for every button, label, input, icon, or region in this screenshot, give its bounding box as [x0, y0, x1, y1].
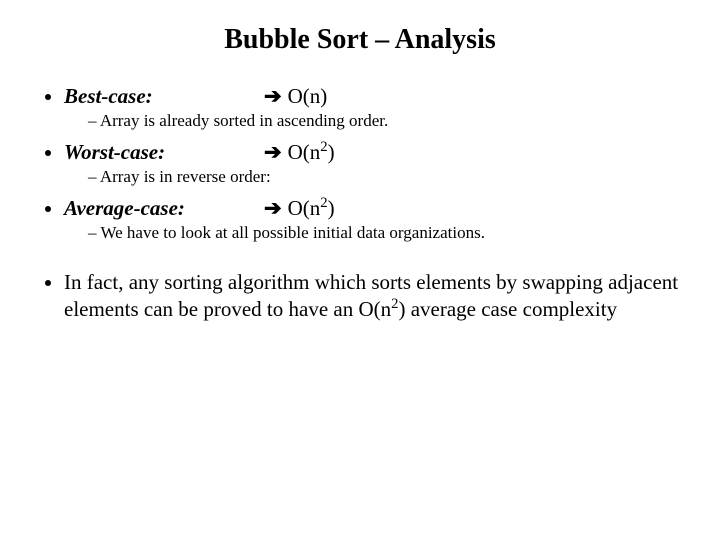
avg-case-sublist: We have to look at all possible initial …: [64, 223, 684, 243]
conclusion-text: In fact, any sorting algorithm which sor…: [64, 270, 678, 321]
best-case-sublist: Array is already sorted in ascending ord…: [64, 111, 684, 131]
avg-case-item: Average-case: ➔ O(n2) We have to look at…: [64, 195, 684, 251]
case-list: Best-case: ➔ O(n) Array is already sorte…: [42, 84, 684, 325]
worst-case-complexity-tail: ): [328, 140, 335, 164]
arrow-icon: ➔: [264, 140, 282, 165]
best-case-note: Array is already sorted in ascending ord…: [88, 111, 684, 131]
best-case-complexity: O(n): [288, 84, 328, 109]
worst-case-note: Array is in reverse order:: [88, 167, 684, 187]
worst-case-row: Worst-case: ➔ O(n2): [64, 139, 684, 165]
worst-case-sublist: Array is in reverse order:: [64, 167, 684, 187]
best-case-label: Best-case:: [64, 84, 264, 109]
best-case-row: Best-case: ➔ O(n): [64, 84, 684, 109]
avg-case-note: We have to look at all possible initial …: [88, 223, 684, 243]
avg-case-complexity: O(n2): [288, 195, 335, 221]
avg-case-row: Average-case: ➔ O(n2): [64, 195, 684, 221]
avg-case-complexity-base: O(n: [288, 196, 321, 220]
worst-case-complexity: O(n2): [288, 139, 335, 165]
avg-case-complexity-sup: 2: [320, 195, 327, 211]
slide: Bubble Sort – Analysis Best-case: ➔ O(n)…: [0, 0, 720, 540]
worst-case-complexity-sup: 2: [320, 139, 327, 155]
best-case-item: Best-case: ➔ O(n) Array is already sorte…: [64, 84, 684, 139]
avg-case-label: Average-case:: [64, 196, 264, 221]
conclusion-post: ) average case complexity: [398, 297, 617, 321]
arrow-icon: ➔: [264, 84, 282, 109]
worst-case-label: Worst-case:: [64, 140, 264, 165]
conclusion-item: In fact, any sorting algorithm which sor…: [64, 269, 684, 325]
slide-title: Bubble Sort – Analysis: [36, 24, 684, 56]
worst-case-complexity-base: O(n: [288, 140, 321, 164]
arrow-icon: ➔: [264, 196, 282, 221]
avg-case-complexity-tail: ): [328, 196, 335, 220]
worst-case-item: Worst-case: ➔ O(n2) Array is in reverse …: [64, 139, 684, 195]
